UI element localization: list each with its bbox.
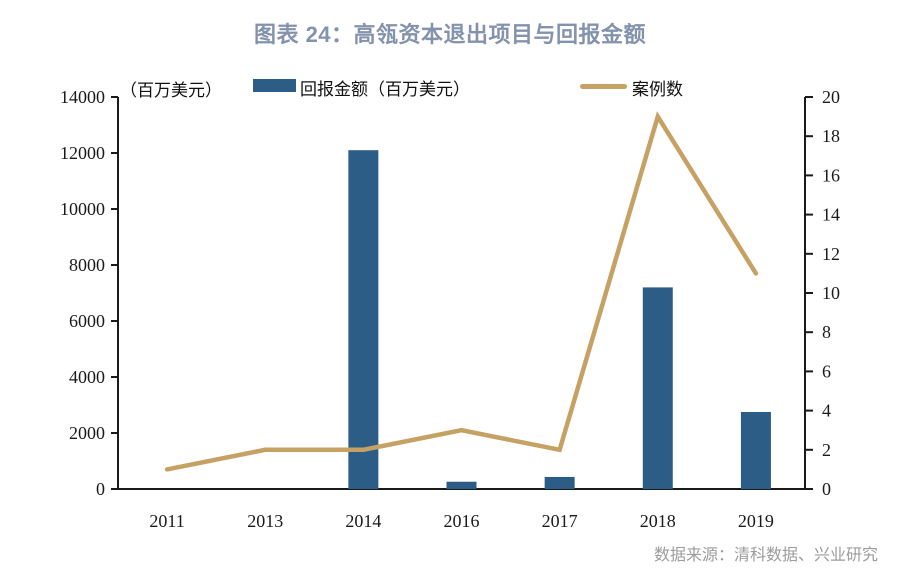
- x-axis-label: 2014: [345, 511, 381, 531]
- left-axis-tick-label: 12000: [60, 143, 105, 163]
- x-axis-label: 2011: [149, 511, 184, 531]
- legend-line-label: 案例数: [632, 80, 683, 99]
- right-axis-tick-label: 16: [822, 165, 840, 185]
- x-axis-label: 2013: [247, 511, 283, 531]
- right-axis-tick-label: 10: [822, 283, 840, 303]
- case-count-line: [164, 111, 759, 472]
- right-axis-tick-label: 6: [822, 361, 831, 381]
- bar-2019: [740, 412, 771, 489]
- x-axis-label: 2019: [738, 511, 774, 531]
- chart-title: 图表 24：高瓴资本退出项目与回报金额: [253, 22, 647, 47]
- legend-bar-swatch: [253, 79, 296, 92]
- x-axis-label: 2017: [542, 511, 578, 531]
- left-axis-unit-label: （百万美元）: [120, 81, 222, 100]
- bar-2016: [446, 481, 477, 489]
- right-axis-tick-label: 4: [822, 401, 831, 421]
- right-axis-tick-label: 0: [822, 479, 831, 499]
- left-axis-tick-label: 6000: [69, 311, 105, 331]
- legend-bar-label: 回报金额（百万美元）: [300, 80, 470, 99]
- bar-2014: [348, 150, 379, 489]
- left-axis-tick-label: 14000: [60, 87, 105, 107]
- right-axis-tick-label: 12: [822, 244, 840, 264]
- left-axis-tick-label: 10000: [60, 199, 105, 219]
- legend-line-swatch: [580, 84, 627, 89]
- right-axis-tick-label: 2: [822, 440, 831, 460]
- left-axis-tick-label: 4000: [69, 367, 105, 387]
- left-axis-tick-label: 8000: [69, 255, 105, 275]
- right-axis-tick-label: 20: [822, 87, 840, 107]
- bar-2017: [544, 476, 575, 489]
- x-axis-label: 2018: [640, 511, 676, 531]
- right-axis-tick-label: 8: [822, 322, 831, 342]
- left-axis-tick-label: 2000: [69, 423, 105, 443]
- x-axis-label: 2016: [444, 511, 480, 531]
- right-axis-tick-label: 18: [822, 126, 840, 146]
- data-source-note: 数据来源：清科数据、兴业研究: [653, 547, 878, 564]
- left-axis-tick-label: 0: [96, 479, 105, 499]
- bar-2018: [642, 287, 673, 489]
- right-axis-tick-label: 14: [822, 205, 840, 225]
